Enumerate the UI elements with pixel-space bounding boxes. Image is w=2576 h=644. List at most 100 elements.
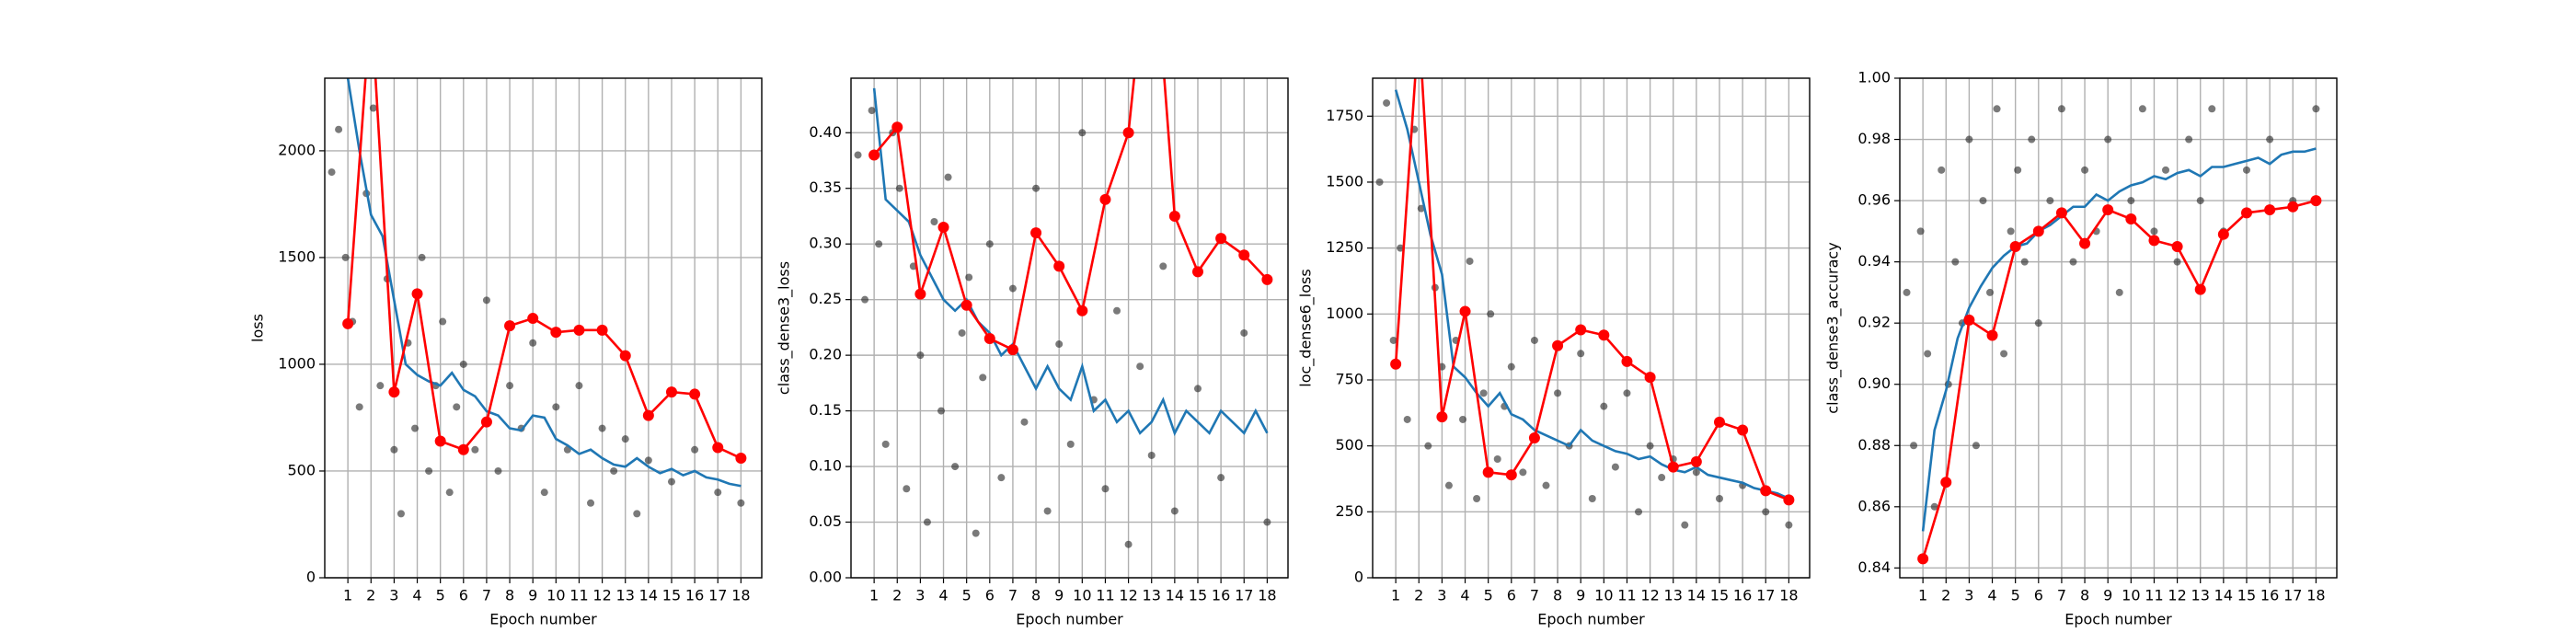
y-tick-label: 0.10 — [809, 457, 842, 475]
marker — [1122, 127, 1134, 139]
x-tick-label: 7 — [1008, 587, 1018, 604]
scatter-point — [459, 360, 467, 368]
scatter-point — [903, 485, 911, 493]
scatter-point — [587, 499, 595, 507]
marker — [1644, 372, 1656, 384]
scatter-point — [1986, 288, 1995, 296]
scatter-point — [1375, 178, 1384, 186]
scatter-point — [2069, 258, 2077, 266]
series-line — [346, 78, 742, 460]
scatter-point — [1113, 306, 1121, 315]
marker — [2032, 225, 2044, 237]
y-tick-label: 0.00 — [809, 569, 842, 586]
x-tick-label: 5 — [1484, 587, 1493, 604]
marker — [1191, 266, 1203, 278]
marker — [2171, 240, 2183, 252]
marker — [1076, 305, 1088, 316]
y-tick-label: 2000 — [278, 141, 316, 158]
series-line — [1921, 199, 2317, 559]
scatter-point — [1444, 481, 1453, 489]
marker — [2148, 235, 2160, 247]
scatter-point — [1020, 418, 1029, 426]
x-tick-label: 10 — [546, 587, 565, 604]
marker — [2055, 207, 2067, 219]
marker — [2287, 201, 2299, 213]
scatter-point — [951, 463, 960, 471]
x-tick-label: 14 — [1166, 587, 1184, 604]
marker — [1482, 466, 1494, 478]
scatter-point — [1930, 502, 1938, 511]
x-tick-label: 5 — [962, 587, 972, 604]
scatter-point — [1424, 442, 1432, 450]
scatter-point — [1403, 415, 1411, 423]
y-tick-label: 0.30 — [809, 235, 842, 252]
x-tick-label: 1 — [343, 587, 352, 604]
marker — [504, 320, 516, 332]
x-tick-label: 12 — [1119, 587, 1137, 604]
scatter-point — [1785, 521, 1793, 529]
y-tick-label: 1750 — [1326, 107, 1363, 124]
x-tick-label: 18 — [1258, 587, 1276, 604]
x-tick-label: 11 — [2145, 587, 2163, 604]
scatter-point — [610, 466, 618, 475]
y-axis-label: loc_dense6_loss — [1297, 269, 1316, 386]
marker — [1963, 314, 1975, 326]
marker — [1667, 461, 1679, 473]
scatter-point — [2014, 166, 2022, 174]
marker — [2310, 195, 2322, 207]
y-tick-label: 1250 — [1326, 238, 1363, 256]
x-tick-label: 18 — [2306, 587, 2325, 604]
scatter-point — [1965, 135, 1973, 144]
scatter-point — [1916, 227, 1925, 236]
x-tick-label: 4 — [938, 587, 948, 604]
scatter-point — [737, 499, 745, 507]
scatter-point — [341, 253, 350, 261]
marker — [365, 0, 376, 6]
y-tick-label: 1000 — [278, 354, 316, 372]
x-tick-label: 16 — [2260, 587, 2279, 604]
y-tick-label: 1.00 — [1857, 69, 1891, 86]
x-tick-label: 9 — [1576, 587, 1585, 604]
x-tick-label: 17 — [2283, 587, 2302, 604]
scatter-point — [2185, 135, 2193, 144]
scatter-point — [2208, 105, 2216, 113]
marker — [1261, 273, 1273, 285]
x-tick-label: 7 — [1530, 587, 1539, 604]
marker — [1783, 494, 1795, 506]
marker — [1436, 411, 1448, 423]
marker — [960, 299, 972, 311]
x-tick-label: 3 — [389, 587, 398, 604]
scatter-point — [2007, 227, 2015, 236]
scatter-point — [1554, 389, 1562, 397]
marker — [891, 121, 903, 133]
scatter-point — [1903, 288, 1911, 296]
series-line — [872, 87, 1269, 437]
x-tick-label: 14 — [1687, 587, 1706, 604]
scatter-point — [1170, 507, 1179, 515]
marker — [1986, 329, 1998, 341]
scatter-point — [494, 466, 502, 475]
scatter-point — [425, 466, 433, 475]
marker — [1215, 233, 1227, 245]
scatter-point — [1658, 474, 1666, 482]
scatter-point — [1043, 507, 1052, 515]
x-tick-label: 15 — [2237, 587, 2256, 604]
marker — [1598, 329, 1610, 341]
scatter-point — [923, 518, 931, 526]
y-tick-label: 0 — [1354, 569, 1363, 586]
marker — [2079, 237, 2091, 249]
marker — [868, 149, 880, 161]
scatter-point — [453, 403, 461, 411]
marker — [735, 453, 747, 465]
x-tick-label: 2 — [1414, 587, 1423, 604]
x-tick-label: 6 — [459, 587, 468, 604]
plot-frame — [850, 77, 1289, 579]
x-tick-label: 14 — [639, 587, 658, 604]
marker — [550, 327, 562, 339]
y-tick-label: 0.92 — [1857, 314, 1891, 331]
scatter-point — [335, 125, 343, 133]
x-tick-label: 14 — [2214, 587, 2233, 604]
y-tick-label: 0.05 — [809, 512, 842, 530]
scatter-point — [881, 440, 890, 448]
marker — [712, 442, 724, 454]
